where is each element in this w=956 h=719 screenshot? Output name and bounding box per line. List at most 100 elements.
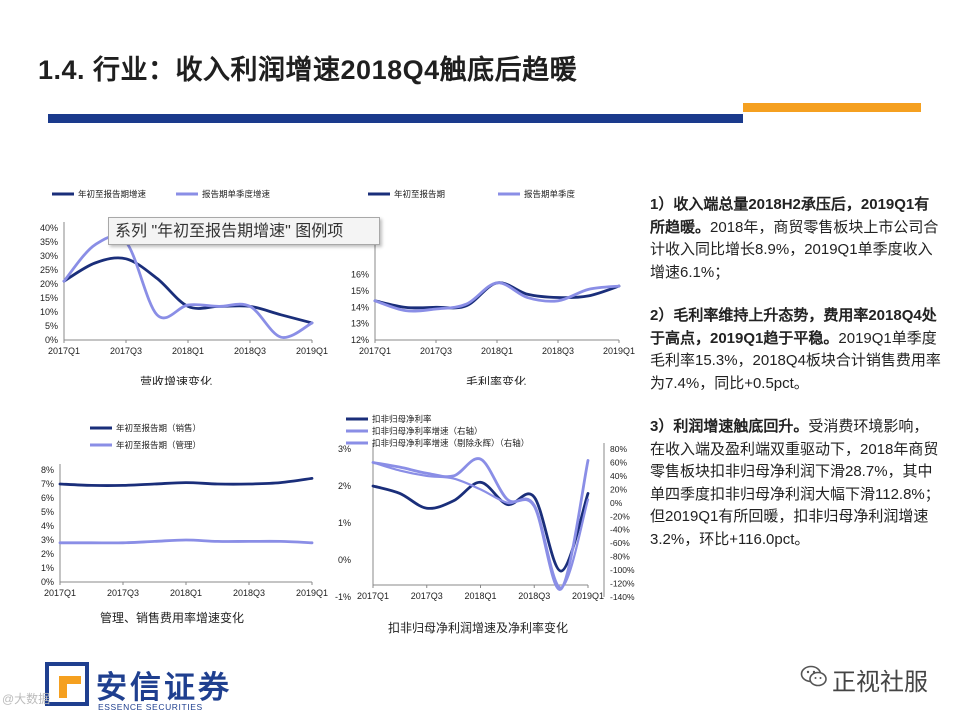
gross-margin-chart: 12% 13% 14% 15% 16% 2017Q1 2017Q3 2018Q1 2018Q3 2…: [351, 189, 635, 385]
wechat-icon: [800, 665, 827, 687]
y-tick-label: 2%: [41, 549, 54, 559]
slide-title: 1.4. 行业：收入利润增速2018Q4触底后趋暖: [38, 55, 578, 85]
y-tick-label: 4%: [41, 521, 54, 531]
x-tick-label: 2019Q1: [572, 591, 604, 601]
net-profit-chart: -1% 0% 1% 2% 3% -140% -120% -100% -80% -60% -40% -2…: [335, 414, 635, 635]
series-line-1: [373, 281, 621, 310]
legend-label: 扣非归母净利率: [372, 414, 432, 424]
x-tick-label: 2018Q3: [233, 588, 265, 598]
chart-title: 管理、销售费用率增速变化: [100, 610, 244, 625]
x-tick-label: 2017Q1: [48, 346, 80, 356]
logo-company-name: 安信证券: [96, 670, 232, 705]
y-tick-label: 20%: [40, 279, 58, 289]
legend-tooltip: 系列 "年初至报告期增速" 图例项: [108, 217, 380, 245]
y-tick-label: 25%: [40, 265, 58, 275]
legend-label: 年初至报告期增速: [78, 189, 147, 199]
point-2-body: 2019Q1单季度毛利率15.3%，2018Q4板块合计销售费用率为7.4%，同…: [650, 329, 941, 392]
wechat-account-name: 正视社服: [832, 669, 928, 696]
legend-label: 报告期单季度: [524, 189, 576, 199]
legend-label: 扣非归母净利率增速（剔除永辉）（右轴）: [372, 438, 529, 448]
x-tick-label: 2017Q3: [107, 588, 139, 598]
y-tick-label: 0%: [338, 555, 351, 565]
y-right-tick-label: 60%: [610, 457, 627, 467]
essence-logo-icon: [45, 662, 89, 706]
revenue-chart: 0% 5% 10% 15% 20% 25% 30% 35% 40% 2017Q1 2017Q3 201…: [40, 189, 328, 385]
legend-label: 报告期单季度增速: [202, 189, 271, 199]
point-1-lead: 1）收入端总量2018H2承压后，2019Q1有所趋暖。: [650, 196, 930, 236]
chart-title: 营收增速变化: [140, 374, 212, 385]
y-tick-label: 16%: [351, 270, 369, 280]
y-tick-label: 14%: [351, 302, 369, 312]
series-line-1: [62, 256, 314, 325]
y-right-tick-label: 0%: [610, 498, 623, 508]
y-tick-label: 0%: [45, 335, 58, 345]
x-tick-label: 2018Q1: [481, 346, 513, 356]
y-tick-label: -1%: [335, 592, 351, 602]
x-tick-label: 2019Q1: [603, 346, 635, 356]
y-right-tick-label: 20%: [610, 484, 627, 494]
summary-point-3: 3）利润增速触底回升。受消费环境影响，在收入端及盈利端双重驱动下，2018年商贸…: [650, 416, 942, 551]
series-line-1: [58, 477, 314, 487]
y-right-tick-label: -140%: [610, 592, 635, 602]
y-right-tick-label: -100%: [610, 565, 635, 575]
title-underline-bar: [48, 114, 743, 123]
x-tick-label: 2017Q3: [411, 591, 443, 601]
y-tick-label: 5%: [45, 321, 58, 331]
y-right-tick-label: 40%: [610, 471, 627, 481]
y-tick-label: 7%: [41, 479, 54, 489]
chart-title: 毛利率变化: [466, 374, 526, 385]
x-tick-label: 2017Q3: [110, 346, 142, 356]
y-tick-label: 30%: [40, 251, 58, 261]
x-tick-label: 2019Q1: [296, 588, 328, 598]
chart-title: 扣非归母净利润增速及净利率变化: [388, 620, 568, 635]
x-tick-label: 2017Q1: [357, 591, 389, 601]
y-tick-label: 8%: [41, 465, 54, 475]
y-tick-label: 13%: [351, 319, 369, 329]
x-tick-label: 2018Q1: [172, 346, 204, 356]
y-tick-label: 5%: [41, 507, 54, 517]
y-tick-label: 6%: [41, 493, 54, 503]
y-right-tick-label: 80%: [610, 444, 627, 454]
summary-point-1: 1）收入端总量2018H2承压后，2019Q1有所趋暖。2018年，商贸零售板块…: [650, 194, 942, 284]
y-tick-label: 3%: [41, 535, 54, 545]
x-tick-label: 2017Q1: [44, 588, 76, 598]
summary-text: 1）收入端总量2018H2承压后，2019Q1有所趋暖。2018年，商贸零售板块…: [650, 194, 942, 572]
point-1-body: 2018年，商贸零售板块上市公司合计收入同比增长8.9%，2019Q1单季度收入…: [650, 218, 939, 281]
y-tick-label: 40%: [40, 223, 58, 233]
y-tick-label: 15%: [351, 286, 369, 296]
watermark-text: @大数据: [2, 692, 51, 706]
y-tick-label: 3%: [338, 444, 351, 454]
summary-point-2: 2）毛利率维持上升态势，费用率2018Q4处于高点，2019Q1趋于平稳。201…: [650, 305, 942, 395]
series-line-2: [58, 538, 314, 545]
y-right-tick-label: -40%: [610, 525, 630, 535]
title-accent-bar: [743, 103, 921, 112]
y-right-tick-label: -120%: [610, 579, 635, 589]
y-tick-label: 15%: [40, 293, 58, 303]
x-tick-label: 2019Q1: [296, 346, 328, 356]
y-tick-label: 0%: [41, 577, 54, 587]
legend-label: 年初至报告期（管理）: [116, 440, 201, 450]
point-3-lead: 3）利润增速触底回升。: [650, 418, 809, 435]
x-tick-label: 2018Q3: [518, 591, 550, 601]
point-2-lead: 2）毛利率维持上升态势，费用率2018Q4处于高点，2019Q1趋于平稳。: [650, 307, 937, 347]
series-line-3: [371, 461, 590, 589]
y-right-tick-label: -60%: [610, 538, 630, 548]
series-line-2: [371, 457, 590, 591]
y-tick-label: 12%: [351, 335, 369, 345]
logo-company-name-en: ESSENCE SECURITIES: [98, 702, 203, 712]
x-tick-label: 2017Q3: [420, 346, 452, 356]
x-tick-label: 2018Q3: [234, 346, 266, 356]
legend-label: 年初至报告期: [394, 189, 445, 199]
y-tick-label: 1%: [338, 518, 351, 528]
legend-label: 扣非归母净利率增速（右轴）: [372, 426, 483, 436]
x-tick-label: 2018Q1: [170, 588, 202, 598]
y-tick-label: 1%: [41, 563, 54, 573]
y-tick-label: 10%: [40, 307, 58, 317]
x-tick-label: 2018Q1: [464, 591, 496, 601]
expense-rate-chart: 0% 1% 2% 3% 4% 5% 6% 7% 8% 2017Q1 2017Q3 2018Q1 2018…: [41, 423, 328, 625]
y-tick-label: 2%: [338, 481, 351, 491]
y-right-tick-label: -80%: [610, 552, 630, 562]
series-line-2: [62, 234, 314, 339]
x-tick-label: 2018Q3: [542, 346, 574, 356]
legend-label: 年初至报告期（销售）: [116, 423, 201, 433]
